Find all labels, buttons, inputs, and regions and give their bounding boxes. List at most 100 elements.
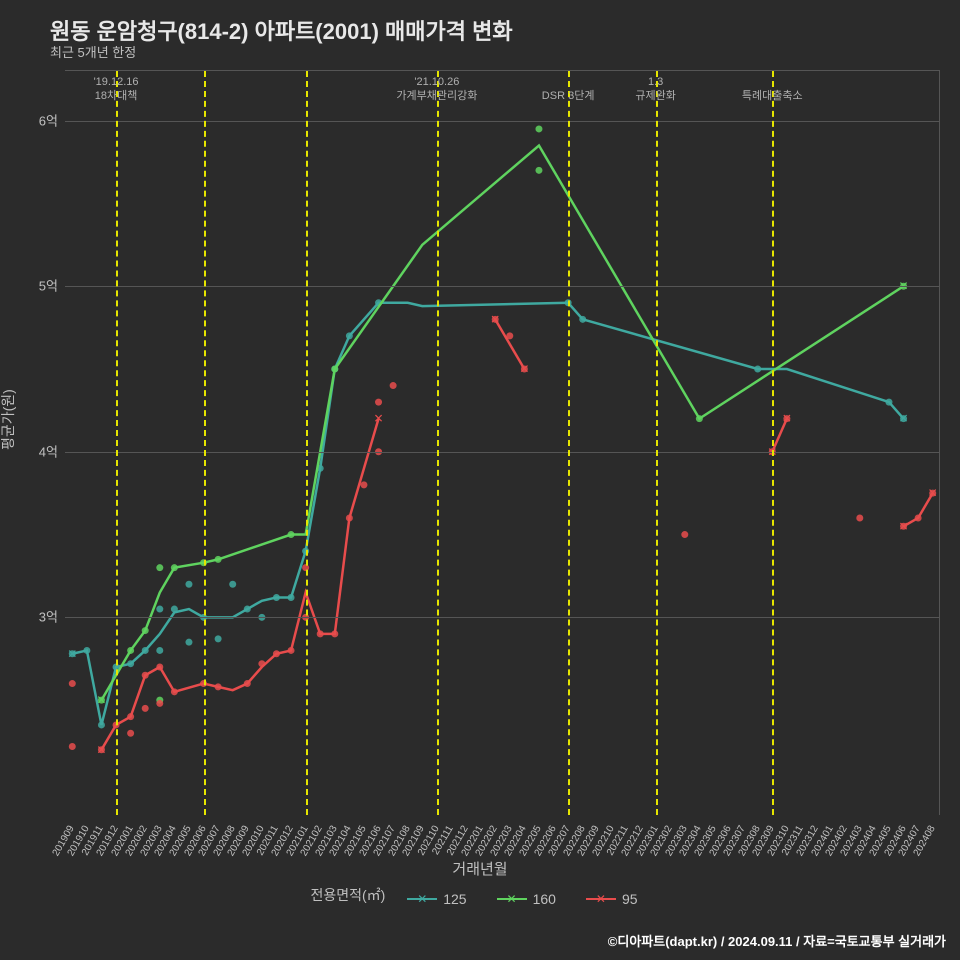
legend-item-160: 160 [491,891,556,907]
series-point-160 [696,415,703,422]
series-point-160 [535,167,542,174]
series-point-95 [273,650,280,657]
grid-line [65,286,939,287]
series-marker-125: ✕ [899,412,909,426]
policy-annotation: 1.3규제완화 [635,75,675,104]
chart-svg: ✕✕✕✕✕✕✕✕✕✕✕✕ [65,71,939,815]
series-point-95 [215,683,222,690]
series-point-125 [215,635,222,642]
series-point-125 [142,647,149,654]
series-point-95 [331,630,338,637]
series-point-95 [127,730,134,737]
legend-item-125: 125 [401,891,466,907]
series-point-95 [506,332,513,339]
series-point-160 [331,366,338,373]
grid-line [65,121,939,122]
series-point-95 [69,680,76,687]
series-marker-95: ✕ [928,486,938,500]
series-point-125 [156,606,163,613]
series-point-125 [346,332,353,339]
series-point-125 [273,594,280,601]
y-tick-label: 5억 [39,276,58,295]
series-marker-95: ✕ [782,412,792,426]
series-point-125 [579,316,586,323]
policy-vline [116,71,118,815]
series-point-160 [156,564,163,571]
series-point-95 [856,515,863,522]
policy-vline [204,71,206,815]
series-point-125 [288,594,295,601]
series-line-95 [101,419,378,750]
series-point-95 [142,705,149,712]
chart-subtitle: 최근 5개년 한정 [50,42,136,61]
y-axis-label: 평균가(원) [0,389,18,450]
series-point-125 [229,581,236,588]
series-point-95 [375,399,382,406]
series-marker-95: ✕ [899,519,909,533]
series-point-160 [215,556,222,563]
policy-annotation: DSR 3단계 [542,75,595,104]
series-point-160 [171,564,178,571]
policy-vline [656,71,658,815]
series-point-95 [244,680,251,687]
grid-line [65,617,939,618]
series-point-160 [288,531,295,538]
plot-area: ✕✕✕✕✕✕✕✕✕✕✕✕ [65,70,940,815]
series-marker-160: ✕ [96,693,106,707]
series-marker-95: ✕ [96,743,106,757]
legend-label: 125 [443,891,466,907]
series-point-95 [390,382,397,389]
series-point-125 [171,606,178,613]
legend-label: 160 [533,891,556,907]
series-point-125 [98,721,105,728]
series-point-95 [346,515,353,522]
series-point-125 [244,606,251,613]
legend-item-95: 95 [580,891,638,907]
legend-label: 95 [622,891,638,907]
series-point-125 [127,660,134,667]
policy-vline [306,71,308,815]
y-tick-label: 6억 [39,110,58,129]
series-point-95 [156,664,163,671]
y-tick-label: 3억 [39,607,58,626]
legend-title: 전용면적(㎡) [310,887,385,903]
series-point-160 [127,647,134,654]
series-point-160 [535,125,542,132]
legend-marker-icon [586,898,616,900]
grid-line [65,452,939,453]
series-point-125 [83,647,90,654]
policy-annotation: 특례대출축소 [742,75,803,104]
legend: 전용면적(㎡) 125 160 95 [0,885,960,907]
series-point-95 [127,713,134,720]
legend-marker-icon [497,898,527,900]
series-point-125 [185,581,192,588]
policy-annotation: '21.10.26가계부채관리강화 [396,75,477,104]
footer-credit: ©디아파트(dapt.kr) / 2024.09.11 / 자료=국토교통부 실… [608,931,946,950]
series-point-95 [142,672,149,679]
series-point-95 [288,647,295,654]
chart-container: 원동 운암청구(814-2) 아파트(2001) 매매가격 변화 최근 5개년 … [0,0,960,960]
policy-vline [772,71,774,815]
series-point-125 [754,366,761,373]
series-marker-125: ✕ [67,647,77,661]
policy-vline [568,71,570,815]
legend-marker-icon [407,898,437,900]
series-point-95 [915,515,922,522]
series-point-95 [258,660,265,667]
policy-vline [437,71,439,815]
series-point-95 [69,743,76,750]
series-point-95 [171,688,178,695]
series-point-125 [156,647,163,654]
series-point-125 [185,639,192,646]
series-point-95 [360,481,367,488]
series-marker-95: ✕ [519,362,529,376]
series-marker-95: ✕ [374,412,384,426]
series-point-125 [885,399,892,406]
y-tick-label: 4억 [39,441,58,460]
series-point-160 [142,627,149,634]
series-point-95 [317,630,324,637]
series-marker-95: ✕ [490,312,500,326]
series-point-95 [156,700,163,707]
series-point-95 [681,531,688,538]
policy-annotation: '19.12.1618차대책 [94,75,139,104]
